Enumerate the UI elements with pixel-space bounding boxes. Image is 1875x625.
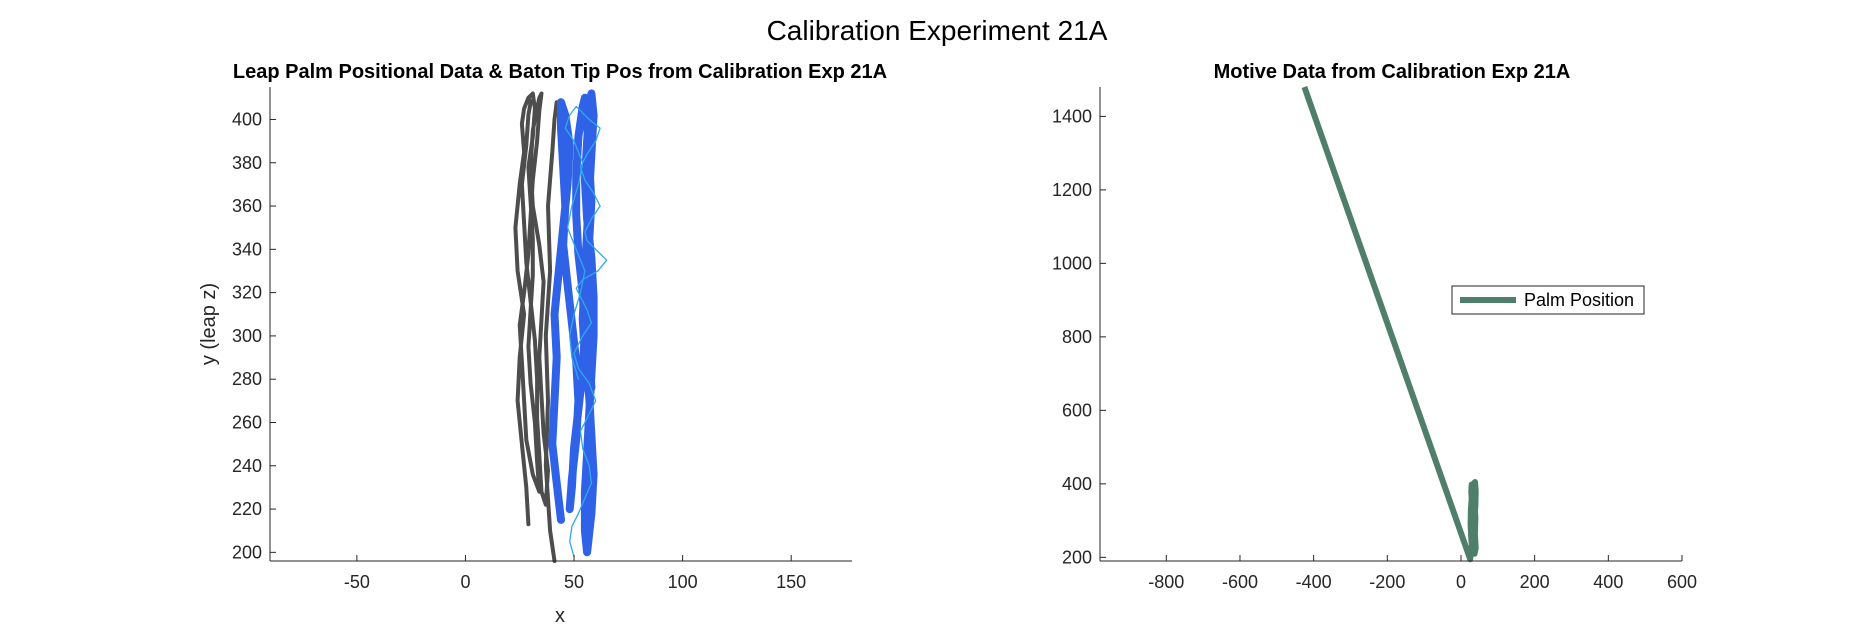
right-x-ticks: -800 -600 -400 -200 0 200 400 600 — [1148, 555, 1697, 592]
left-x-axis-label: x — [555, 605, 565, 625]
right-x-tick-label: -600 — [1222, 572, 1258, 592]
left-x-tick-label: 50 — [564, 572, 584, 592]
legend-label-palm-position: Palm Position — [1524, 290, 1634, 310]
left-chart-title: Leap Palm Positional Data & Baton Tip Po… — [233, 61, 887, 83]
right-x-tick-label: -200 — [1369, 572, 1405, 592]
right-x-tick-label: 400 — [1593, 572, 1623, 592]
figure-title: Calibration Experiment 21A — [767, 15, 1108, 46]
right-y-tick-label: 1400 — [1052, 106, 1092, 126]
left-y-tick-label: 340 — [232, 239, 262, 259]
left-y-tick-label: 300 — [232, 326, 262, 346]
left-x-tick-label: 150 — [776, 572, 806, 592]
right-chart: Motive Data from Calibration Exp 21A -80… — [1052, 61, 1697, 592]
left-y-tick-label: 360 — [232, 196, 262, 216]
left-y-tick-label: 320 — [232, 283, 262, 303]
left-y-ticks: 200 220 240 260 280 300 320 340 360 380 400 — [232, 109, 276, 562]
left-series-baton-thin-path — [564, 105, 608, 558]
left-series-palm-path-1 — [513, 91, 550, 527]
left-y-tick-label: 380 — [232, 153, 262, 173]
left-x-tick-label: 100 — [668, 572, 698, 592]
right-y-tick-label: 1200 — [1052, 180, 1092, 200]
right-y-tick-label: 200 — [1062, 547, 1092, 567]
right-series-palm-position-path — [1301, 86, 1479, 563]
left-series-group — [513, 89, 608, 563]
right-y-tick-label: 1000 — [1052, 253, 1092, 273]
left-y-axis-label: y (leap z) — [198, 283, 220, 365]
right-x-tick-label: 200 — [1520, 572, 1550, 592]
right-x-tick-label: -400 — [1296, 572, 1332, 592]
left-y-tick-label: 260 — [232, 412, 262, 432]
left-y-tick-label: 240 — [232, 456, 262, 476]
right-x-tick-label: 600 — [1667, 572, 1697, 592]
left-x-ticks: -50 0 50 100 150 — [344, 555, 806, 592]
right-x-tick-label: -800 — [1148, 572, 1184, 592]
left-x-tick-label: 0 — [460, 572, 470, 592]
right-y-tick-label: 600 — [1062, 400, 1092, 420]
left-y-tick-label: 200 — [232, 542, 262, 562]
right-chart-title: Motive Data from Calibration Exp 21A — [1214, 61, 1571, 83]
left-series-baton-thick-path — [548, 89, 598, 557]
left-y-tick-label: 280 — [232, 369, 262, 389]
right-series-group — [1301, 86, 1479, 563]
right-x-tick-label: 0 — [1456, 572, 1466, 592]
left-chart: Leap Palm Positional Data & Baton Tip Po… — [198, 61, 887, 625]
left-y-tick-label: 220 — [232, 499, 262, 519]
legend: Palm Position — [1451, 285, 1645, 315]
left-y-tick-label: 400 — [232, 109, 262, 129]
right-y-tick-label: 400 — [1062, 474, 1092, 494]
left-x-tick-label: -50 — [344, 572, 370, 592]
right-y-tick-label: 800 — [1062, 327, 1092, 347]
right-y-ticks: 200 400 600 800 1000 1200 1400 — [1052, 106, 1106, 567]
left-series-palm-path-2 — [543, 100, 559, 563]
